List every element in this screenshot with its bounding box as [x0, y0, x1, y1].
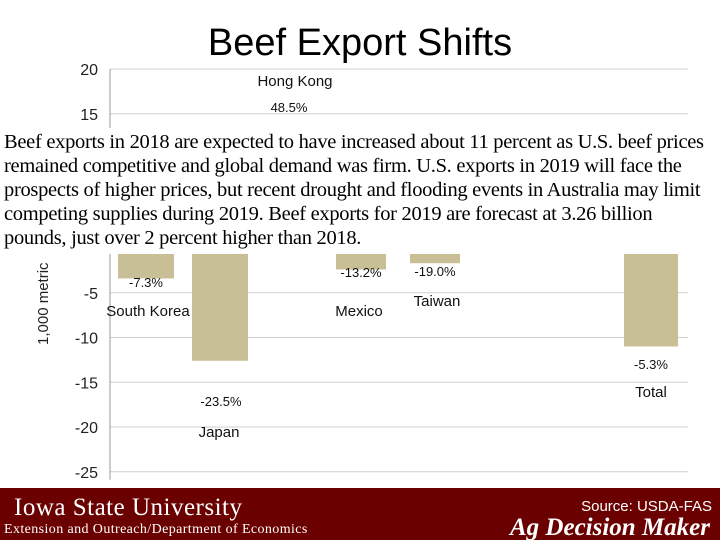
data-label: -5.3%	[634, 357, 668, 372]
footer-bar: Iowa State University Extension and Outr…	[0, 488, 720, 541]
data-label: -13.2%	[340, 265, 382, 280]
university-name: Iowa State University	[14, 494, 243, 521]
chart-axis: 20 15 -5 -10 -15 -20 -25 1,000 metric	[35, 62, 111, 482]
chart-labels: -7.3% -23.5% 48.5% -13.2% -19.0% -5.3% South K…	[106, 73, 668, 441]
y-tick-label: -25	[75, 465, 98, 482]
data-label: -23.5%	[200, 394, 242, 409]
bar	[192, 248, 248, 361]
category-label: Hong Kong	[257, 73, 332, 90]
data-label: -7.3%	[129, 275, 163, 290]
source-note: Source: USDA-FAS	[581, 498, 712, 515]
y-tick-label: -15	[75, 375, 98, 392]
y-tick-label: 20	[80, 62, 98, 79]
slide-title: Beef Export Shifts	[207, 22, 513, 64]
y-tick-label: -10	[75, 331, 98, 348]
y-tick-label: -5	[84, 286, 98, 303]
bar	[624, 248, 678, 347]
category-label: South Korea	[106, 303, 190, 320]
isu-logo-block: Iowa State University Extension and Outr…	[0, 488, 380, 540]
y-axis-title: 1,000 metric	[35, 262, 52, 345]
category-label: Japan	[199, 424, 240, 441]
data-label: 48.5%	[271, 100, 308, 115]
brand-name: Ag Decision Maker	[510, 514, 710, 541]
category-label: Total	[635, 384, 667, 401]
y-tick-label: -20	[75, 420, 98, 437]
department-name: Extension and Outreach/Department of Eco…	[4, 522, 308, 537]
category-label: Taiwan	[414, 293, 461, 310]
body-text: Beef exports in 2018 are expected to hav…	[4, 128, 718, 254]
category-label: Mexico	[335, 303, 383, 320]
data-label: -19.0%	[414, 264, 456, 279]
y-tick-label: 15	[80, 107, 98, 124]
